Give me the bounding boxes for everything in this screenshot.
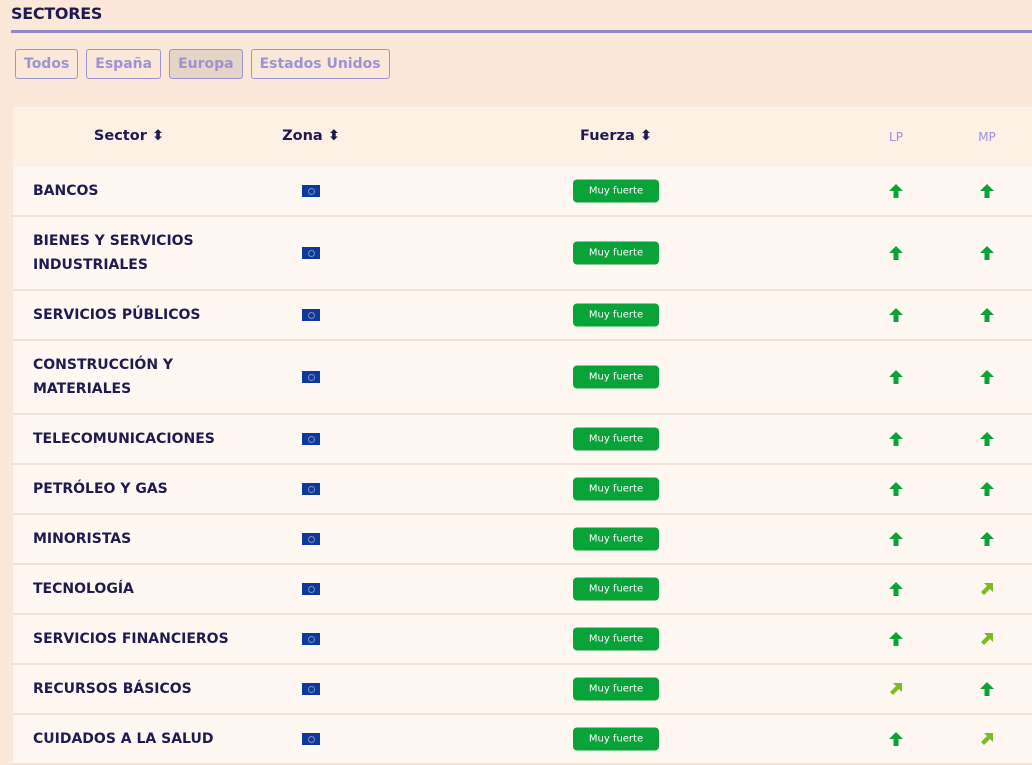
sector-name: CONSTRUCCIÓN Y MATERIALES [33, 357, 174, 397]
strength-badge: Muy fuerte [573, 577, 659, 601]
filter-espana[interactable]: España [86, 49, 162, 79]
arrow-up-icon [887, 244, 905, 262]
sector-name: MINORISTAS [33, 531, 132, 547]
page-title: SECTORES [11, 4, 103, 23]
table-row[interactable]: PETRÓLEO Y GAS Muy fuerte [13, 465, 1032, 515]
sort-icon[interactable]: ⬍ [639, 128, 652, 144]
arrow-up-icon [978, 244, 996, 262]
table-row[interactable]: BANCOS Muy fuerte [13, 167, 1032, 217]
eu-flag-icon [302, 733, 320, 745]
filter-todos[interactable]: Todos [15, 49, 79, 79]
sector-name: PETRÓLEO Y GAS [33, 481, 168, 497]
arrow-up-icon [887, 306, 905, 324]
arrow-up-icon [887, 480, 905, 498]
arrow-up-icon [978, 306, 996, 324]
table-row[interactable]: CONSTRUCCIÓN Y MATERIALES Muy fuerte [13, 341, 1032, 415]
arrow-up-icon [887, 182, 905, 200]
eu-flag-icon [302, 371, 320, 383]
sector-name: BIENES Y SERVICIOS INDUSTRIALES [33, 233, 194, 273]
sort-icon[interactable]: ⬍ [327, 128, 340, 144]
strength-badge: Muy fuerte [573, 727, 659, 751]
eu-flag-icon [302, 533, 320, 545]
arrow-up-icon [887, 730, 905, 748]
arrow-up-icon [978, 680, 996, 698]
arrow-up-icon [978, 182, 996, 200]
eu-flag-icon [302, 633, 320, 645]
sector-name: TECNOLOGÍA [33, 581, 134, 597]
eu-flag-icon [302, 185, 320, 197]
sector-name: RECURSOS BÁSICOS [33, 681, 192, 697]
sector-name: BANCOS [33, 183, 99, 199]
strength-badge: Muy fuerte [573, 627, 659, 651]
column-mp: MP [978, 130, 996, 144]
eu-flag-icon [302, 683, 320, 695]
arrow-up-icon [887, 580, 905, 598]
arrow-up-right-icon [978, 730, 996, 748]
strength-badge: Muy fuerte [573, 365, 659, 389]
table-row[interactable]: SERVICIOS PÚBLICOS Muy fuerte [13, 291, 1032, 341]
table-row[interactable]: TELECOMUNICACIONES Muy fuerte [13, 415, 1032, 465]
arrow-up-icon [887, 368, 905, 386]
arrow-up-icon [978, 480, 996, 498]
sector-name: TELECOMUNICACIONES [33, 431, 215, 447]
column-fuerza[interactable]: Fuerza ⬍ [580, 128, 652, 144]
eu-flag-icon [302, 433, 320, 445]
arrow-up-icon [978, 368, 996, 386]
column-sector-label: Sector [93, 128, 147, 144]
column-sector[interactable]: Sector ⬍ [94, 128, 164, 144]
table-row[interactable]: MINORISTAS Muy fuerte [13, 515, 1032, 565]
strength-badge: Muy fuerte [573, 303, 659, 327]
eu-flag-icon [302, 309, 320, 321]
sector-name: SERVICIOS PÚBLICOS [33, 307, 201, 323]
strength-badge: Muy fuerte [573, 677, 659, 701]
title-divider [11, 30, 1032, 33]
arrow-up-icon [978, 530, 996, 548]
sector-name: CUIDADOS A LA SALUD [33, 731, 214, 747]
sort-icon[interactable]: ⬍ [151, 128, 165, 144]
column-zona-label: Zona [282, 128, 323, 144]
strength-badge: Muy fuerte [573, 179, 659, 203]
arrow-up-right-icon [978, 580, 996, 598]
column-zona[interactable]: Zona ⬍ [282, 128, 340, 144]
table-row[interactable]: TECNOLOGÍA Muy fuerte [13, 565, 1032, 615]
column-lp: LP [889, 130, 903, 144]
arrow-up-icon [887, 530, 905, 548]
sector-name: SERVICIOS FINANCIEROS [33, 631, 229, 647]
arrow-up-icon [887, 430, 905, 448]
table-header: Sector ⬍ Zona ⬍ Fuerza ⬍ LP MP [13, 107, 1032, 167]
column-fuerza-label: Fuerza [580, 128, 635, 144]
zone-filters: Todos España Europa Estados Unidos [15, 49, 390, 79]
arrow-up-icon [887, 630, 905, 648]
eu-flag-icon [302, 483, 320, 495]
table-row[interactable]: CUIDADOS A LA SALUD Muy fuerte [13, 715, 1032, 765]
eu-flag-icon [302, 247, 320, 259]
arrow-up-right-icon [887, 680, 905, 698]
strength-badge: Muy fuerte [573, 427, 659, 451]
filter-europa[interactable]: Europa [169, 49, 243, 79]
table-row[interactable]: BIENES Y SERVICIOS INDUSTRIALES Muy fuer… [13, 217, 1032, 291]
table-row[interactable]: RECURSOS BÁSICOS Muy fuerte [13, 665, 1032, 715]
arrow-up-icon [978, 430, 996, 448]
eu-flag-icon [302, 583, 320, 595]
arrow-up-right-icon [978, 630, 996, 648]
strength-badge: Muy fuerte [573, 477, 659, 501]
strength-badge: Muy fuerte [573, 527, 659, 551]
strength-badge: Muy fuerte [573, 241, 659, 265]
filter-estados-unidos[interactable]: Estados Unidos [250, 49, 390, 79]
sectors-table: Sector ⬍ Zona ⬍ Fuerza ⬍ LP MP BANCOS Mu… [13, 107, 1032, 765]
table-body: BANCOS Muy fuerte BIENES Y SERVICIOS IND… [13, 167, 1032, 765]
table-row[interactable]: SERVICIOS FINANCIEROS Muy fuerte [13, 615, 1032, 665]
